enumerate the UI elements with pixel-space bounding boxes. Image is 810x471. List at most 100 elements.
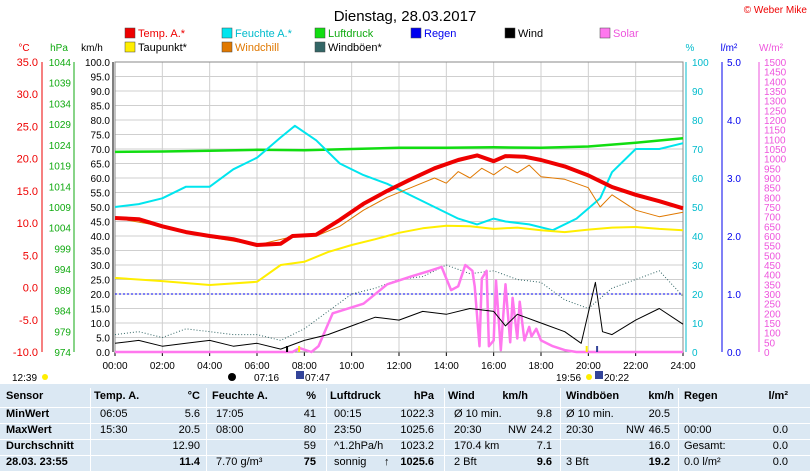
legend-label: Feuchte A.* — [235, 28, 293, 40]
temp-tick-label: 5.0 — [23, 250, 38, 262]
solar-tick-label: 1100 — [764, 135, 786, 146]
solar-tick-label: 750 — [764, 203, 781, 214]
press-value: 1025.6 — [400, 456, 434, 468]
wind-tick-label: 95.0 — [91, 73, 111, 84]
wind-value: 24.2 — [530, 424, 552, 436]
x-tick-label: 08:00 — [292, 361, 317, 372]
wind-time: Ø 10 min. — [454, 408, 502, 420]
axis-units: °C hPa km/h% l/m² W/m² — [18, 43, 783, 54]
sunset-sun-icon — [586, 374, 592, 380]
legend-label: Luftdruck — [328, 28, 374, 40]
wind-value: 9.6 — [536, 456, 552, 468]
press-time: ^1.2hPa/h — [334, 440, 384, 452]
sun-icon — [42, 374, 48, 380]
rain-value: 0.0 — [772, 456, 788, 468]
legend: Temp. A.* Feuchte A.* Luftdruck Regen Wind So… — [124, 27, 639, 54]
summary-row-label: 28.03. 23:55 — [6, 456, 68, 468]
gust-time: 20:30 — [566, 424, 594, 436]
gust-direction: NW — [626, 424, 645, 436]
press-tick-label: 1014 — [49, 182, 72, 193]
wind-tick-label: 90.0 — [91, 87, 111, 98]
press-tick-label: 974 — [54, 348, 71, 359]
press-time: sonnig — [334, 456, 367, 468]
temp-tick-label: 15.0 — [17, 186, 38, 198]
humid-tick-label: 90 — [692, 87, 704, 98]
summary-header: Sensor — [6, 390, 44, 402]
rain-tick-label: 3.0 — [727, 174, 741, 185]
x-tick-label: 14:00 — [434, 361, 459, 372]
wind-direction: NW — [508, 424, 527, 436]
wind-tick-label: 35.0 — [91, 247, 111, 258]
legend-swatch — [314, 41, 326, 53]
table-row-divider — [0, 439, 810, 440]
sunset-icon — [595, 371, 603, 379]
rain-time: 0.0 l/m² — [684, 456, 721, 468]
wind-tick-label: 75.0 — [91, 131, 111, 142]
wind-tick-label: 45.0 — [91, 218, 111, 229]
solar-tick-label: 900 — [764, 174, 781, 185]
temp-tick-label: 25.0 — [17, 121, 38, 133]
wind-time: 170.4 km — [454, 440, 500, 452]
solar-tick-label: 1500 — [764, 58, 787, 69]
summary-header: km/h — [648, 390, 674, 402]
legend-label: Solar — [613, 28, 639, 40]
solar-tick-label: 1400 — [764, 77, 787, 88]
humid-value: 80 — [303, 424, 316, 436]
humid-value: 59 — [303, 440, 316, 452]
humid-tick-label: 100 — [692, 58, 709, 69]
summary-header: Temp. A. — [94, 390, 140, 402]
solar-tick-label: 200 — [764, 309, 781, 320]
solar-tick-label: 450 — [764, 261, 781, 272]
rain-tick-label: 2.0 — [727, 232, 741, 243]
solar-tick-label: 550 — [764, 242, 781, 253]
press-tick-label: 1034 — [49, 99, 72, 110]
temp-time: 15:30 — [100, 424, 128, 436]
summary-table: Sensor Temp. A. °C Feuchte A.% Luftdruck hPa W… — [0, 384, 810, 471]
solar-unit: W/m² — [759, 43, 784, 54]
humid-tick-label: 80 — [692, 116, 704, 127]
press-tick-label: 1039 — [49, 79, 72, 90]
legend-label: Regen — [424, 28, 456, 40]
solar-tick-label: 600 — [764, 232, 781, 243]
rain-time: Gesamt: — [684, 440, 726, 452]
wind-tick-label: 20.0 — [91, 290, 111, 301]
summary-header: °C — [187, 390, 200, 402]
wind-time: 20:30 — [454, 424, 482, 436]
gust-value: 20.5 — [648, 408, 670, 420]
legend-swatch — [314, 27, 326, 39]
legend-label: Windchill — [235, 42, 279, 54]
x-tick-label: 04:00 — [197, 361, 222, 372]
solar-tick-label: 700 — [764, 213, 781, 224]
wind-unit: km/h — [81, 43, 103, 54]
solar-tick-label: 500 — [764, 251, 781, 262]
legend-swatch — [504, 27, 516, 39]
temp-value: 5.6 — [184, 408, 200, 420]
temp-value: 11.4 — [179, 456, 200, 468]
temp-time: 06:05 — [100, 408, 128, 420]
chart-title: Dienstag, 28.03.2017 — [334, 8, 477, 25]
solar-tick-label: 300 — [764, 290, 781, 301]
wind-time: 2 Bft — [454, 456, 477, 468]
rain-tick-label: 1.0 — [727, 290, 741, 301]
series-layer — [114, 124, 684, 354]
wind-tick-label: 10.0 — [91, 319, 111, 330]
x-tick-label: 24:00 — [670, 361, 695, 372]
x-tick-label: 18:00 — [528, 361, 553, 372]
press-value: 1025.6 — [400, 424, 434, 436]
solar-tick-label: 50 — [764, 338, 776, 349]
table-row-divider — [0, 423, 810, 424]
rain-value: 0.0 — [772, 424, 788, 436]
humid-tick-label: 0 — [692, 348, 698, 359]
sunset-time: 20:22 — [604, 373, 629, 384]
gust-value: 19.2 — [648, 456, 670, 468]
humid-tick-label: 10 — [692, 319, 704, 330]
solar-tick-label: 250 — [764, 300, 781, 311]
summary-header: Feuchte A. — [212, 390, 268, 402]
press-tick-label: 984 — [54, 307, 71, 318]
wind-value: 9.8 — [536, 408, 552, 420]
wind-tick-label: 30.0 — [91, 261, 111, 272]
table-divider — [560, 388, 561, 471]
sunrise-icon — [296, 371, 304, 379]
weather-chart: Dienstag, 28.03.2017 © Weber Mike Temp. … — [12, 5, 807, 384]
wind-tick-label: 70.0 — [91, 145, 111, 156]
